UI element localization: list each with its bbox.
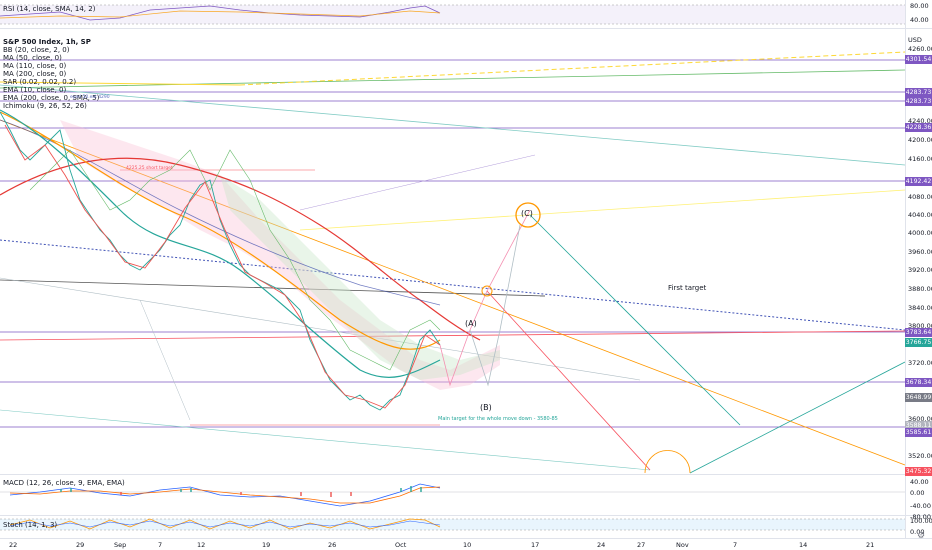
price-tag: 4283.73	[905, 97, 932, 106]
ema200-legend[interactable]: EMA (200, close, 0, SMA, 5)	[3, 94, 100, 102]
time-tick: 26	[328, 541, 337, 549]
price-tick: 4240.00	[908, 117, 932, 125]
time-tick: Oct	[395, 541, 407, 549]
time-tick: 14	[799, 541, 808, 549]
ema10-legend[interactable]: EMA (10, close, 0)	[3, 86, 67, 94]
stoch-tick: 100.00	[910, 517, 932, 525]
currency-label: USD	[908, 36, 922, 44]
time-tick: 27	[637, 541, 646, 549]
short-target-note: 4225.25 short target	[126, 166, 173, 171]
price-tick: 4260.00	[908, 45, 932, 53]
macd-tick: 0.00	[910, 489, 925, 497]
time-tick: 7	[158, 541, 163, 549]
rsi-tick: 80.00	[910, 2, 929, 10]
time-tick: 17	[531, 541, 540, 549]
macd-pane	[0, 483, 905, 507]
wave-b-label: (B)	[480, 403, 492, 412]
price-tag: 3588.11	[905, 421, 932, 430]
price-tick: 4080.00	[908, 193, 932, 201]
chart-title: S&P 500 Index, 1h, SP	[3, 38, 91, 46]
price-tick: 3880.00	[908, 285, 932, 293]
gear-icon[interactable]: ⚙	[916, 530, 926, 540]
price-tag: 4301.54	[905, 55, 932, 64]
price-tag: 3475.32	[905, 467, 932, 476]
price-tick: 4200.00	[908, 136, 932, 144]
last-price-tag: 3766.75	[905, 338, 932, 347]
price-tick: 3600.00	[908, 415, 932, 423]
price-tick: 3840.00	[908, 304, 932, 312]
price-tick: 4160.00	[908, 155, 932, 163]
rsi-tick: 40.00	[910, 16, 929, 24]
time-tick: 22	[9, 541, 18, 549]
time-tick: Sep	[114, 541, 127, 549]
price-tag: 4192.42	[905, 177, 932, 186]
price-tick: 3720.00	[908, 359, 932, 367]
stoch-legend[interactable]: Stoch (14, 1, 3)	[3, 521, 58, 529]
wave-c-label: (C)	[521, 209, 533, 218]
price-tag: 3648.99	[905, 393, 932, 402]
time-tick: 29	[76, 541, 85, 549]
ma50-legend[interactable]: MA (50, close, 0)	[3, 54, 62, 62]
price-tag: 4283.73	[905, 88, 932, 97]
bb-legend[interactable]: BB (20, close, 2, 0)	[3, 46, 70, 54]
time-tick: 24	[597, 541, 606, 549]
time-tick: 7	[733, 541, 738, 549]
price-tick: 3520.00	[908, 452, 932, 460]
ichimoku-legend[interactable]: Ichimoku (9, 26, 52, 26)	[3, 102, 87, 110]
macd-legend[interactable]: MACD (12, 26, close, 9, EMA, EMA)	[3, 479, 125, 487]
price-tick: 3960.00	[908, 248, 932, 256]
main-target-note: Main target for the whole move down - 35…	[438, 416, 558, 422]
price-tick: 4040.00	[908, 211, 932, 219]
ma200-legend[interactable]: MA (200, close, 0)	[3, 70, 67, 78]
time-tick: 10	[463, 541, 472, 549]
price-tick: 3800.00	[908, 322, 932, 330]
time-tick: Nov	[676, 541, 689, 549]
price-tag: 3783.64	[905, 328, 932, 337]
price-tag: 4228.36	[905, 123, 932, 132]
time-tick: 12	[197, 541, 206, 549]
rsi-pane	[0, 0, 905, 28]
price-tick: 4000.00	[908, 229, 932, 237]
ext-note: eyed 50.ext 4290	[70, 95, 110, 100]
time-tick: 19	[262, 541, 271, 549]
macd-tick: 40.00	[910, 478, 929, 486]
main-pane	[0, 51, 906, 474]
stoch-tick: 0.00	[910, 528, 925, 536]
stoch-pane	[0, 518, 905, 531]
ma110-legend[interactable]: MA (110, close, 0)	[3, 62, 67, 70]
price-tag: 3678.34	[905, 378, 932, 387]
sar-legend[interactable]: SAR (0.02, 0.02, 0.2)	[3, 78, 77, 86]
macd-tick: -80.00	[910, 513, 931, 521]
macd-tick: -40.00	[910, 502, 931, 510]
rsi-legend[interactable]: RSI (14, close, SMA, 14, 2)	[3, 5, 96, 13]
first-target-label: First target	[668, 284, 707, 292]
price-tick: 3920.00	[908, 266, 932, 274]
time-tick: 21	[866, 541, 875, 549]
wave-a-label: (A)	[465, 319, 477, 328]
price-tag: 3585.61	[905, 428, 932, 437]
